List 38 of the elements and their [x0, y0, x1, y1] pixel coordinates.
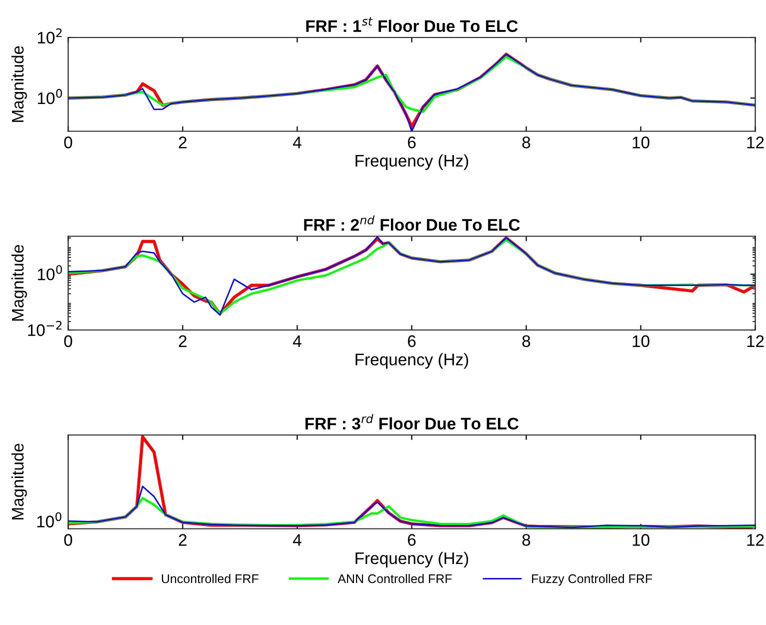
x-tick-label: 2 — [178, 136, 186, 148]
x-tick-label: 12 — [747, 136, 764, 148]
x-tick-label: 0 — [64, 335, 72, 348]
y-axis-title: Magnitude — [11, 444, 27, 520]
x-tick-label: 10 — [632, 534, 650, 546]
x-tick-label: 6 — [408, 534, 416, 546]
y-axis-title: Magnitude — [11, 46, 27, 122]
x-tick-label: 12 — [747, 335, 764, 347]
x-tick-label: 8 — [522, 534, 530, 546]
y-tick-label: 10$^{0}$ — [38, 88, 62, 104]
y-tick-label: 10$^{0}$ — [38, 265, 62, 280]
x-tick-label: 4 — [292, 534, 302, 546]
x-tick-label: 10 — [632, 335, 650, 348]
x-tick-label: 4 — [292, 136, 302, 148]
x-tick-label: 0 — [64, 136, 72, 148]
x-tick-label: 4 — [292, 335, 302, 347]
x-axis-title: Frequency (Hz) — [356, 154, 468, 170]
x-axis-title: Frequency (Hz) — [356, 552, 468, 568]
x-tick-label: 8 — [522, 335, 530, 348]
y-tick-label: 10$^{2}$ — [38, 28, 62, 44]
x-tick-label: 6 — [408, 335, 416, 348]
legend-label: ANN Controlled FRF — [338, 574, 452, 584]
x-tick-label: 10 — [632, 136, 650, 148]
x-tick-label: 0 — [64, 534, 72, 546]
legend-label: Uncontrolled FRF — [162, 574, 258, 584]
legend-label: Fuzzy Controlled FRF — [532, 574, 652, 586]
x-tick-label: 2 — [178, 534, 186, 546]
y-tick-label: 10$^{−2}$ — [28, 320, 62, 336]
chart-title: FRF : 3$^{rd}$ Floor Due To ELC — [306, 414, 519, 430]
x-tick-label: 2 — [178, 335, 186, 347]
chart-title: FRF : 2$^{nd}$ Floor Due To ELC — [304, 215, 520, 231]
y-axis-title: Magnitude — [11, 244, 27, 321]
x-tick-label: 12 — [747, 534, 764, 546]
line-series — [68, 56, 756, 113]
x-axis-title: Frequency (Hz) — [356, 353, 468, 369]
chart-title: FRF : 1$^{st}$ Floor Due To ELC — [306, 17, 518, 32]
x-tick-label: 6 — [408, 136, 416, 148]
x-tick-label: 8 — [522, 136, 530, 148]
